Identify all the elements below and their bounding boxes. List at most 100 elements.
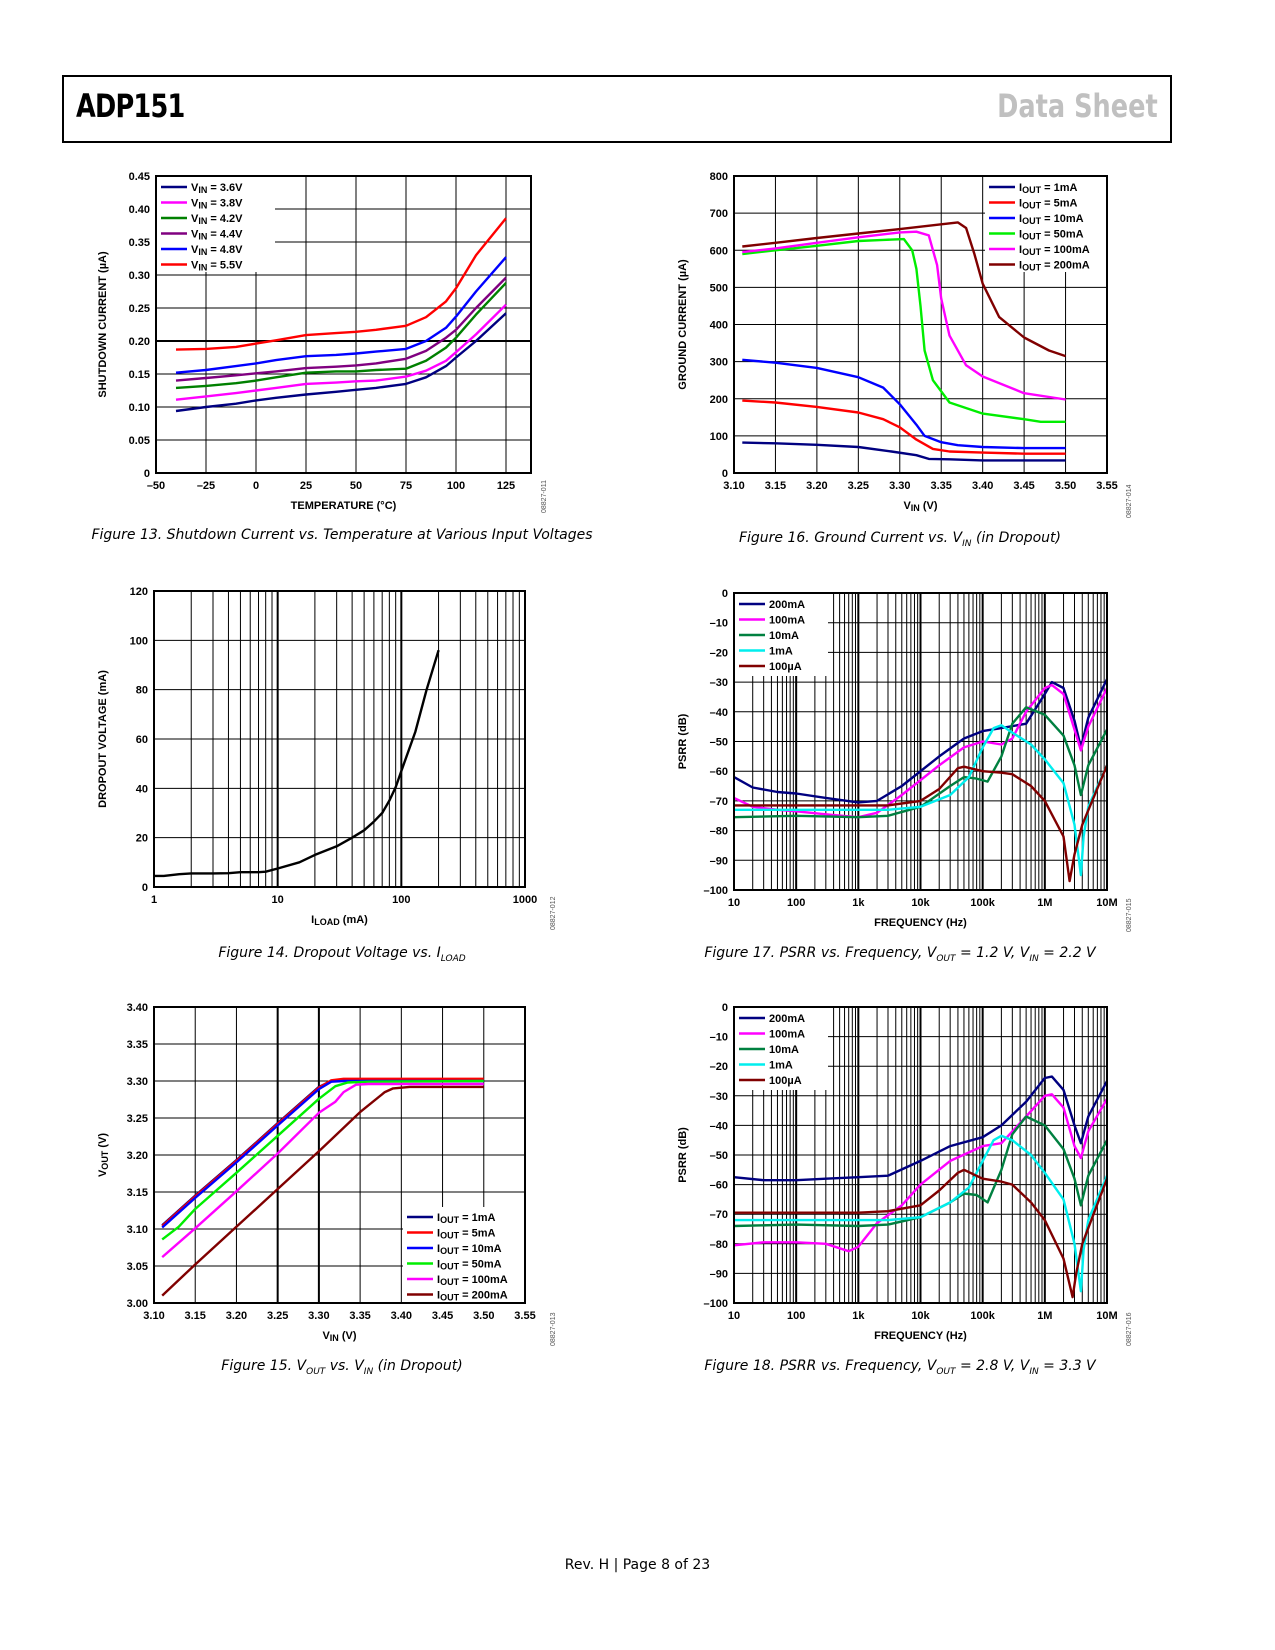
text-run: I [437, 1259, 440, 1271]
y-tick-label: 0.45 [129, 171, 150, 183]
x-axis-label: VIN (V) [903, 500, 937, 513]
text-run: = 100mA [1041, 244, 1090, 256]
figure-15-caption: Figure 15. VOUT vs. VIN (in Dropout) [62, 1358, 622, 1377]
series-line [161, 1078, 484, 1227]
y-tick-label: –70 [710, 796, 728, 808]
x-tick-label: 3.40 [972, 480, 993, 492]
plot-frame [733, 175, 1108, 474]
text-run: = 4.2V [207, 213, 243, 225]
x-tick-label: 3.35 [349, 1310, 370, 1322]
x-tick-label: 10 [728, 897, 740, 909]
subscript: IN [198, 216, 207, 226]
text-run: (V) [339, 1330, 357, 1342]
x-axis-label: FREQUENCY (Hz) [874, 1330, 967, 1342]
x-tick-label: –25 [197, 480, 215, 492]
y-tick-label: 20 [136, 833, 148, 845]
x-tick-label: 3.50 [1055, 480, 1076, 492]
text-run: = 1mA [459, 1212, 495, 1224]
legend-background [157, 177, 275, 272]
series-line [733, 1075, 1109, 1182]
y-tick-label: 0.40 [129, 204, 150, 216]
x-tick-label: 3.35 [931, 480, 952, 492]
y-tick-label: 3.40 [127, 1002, 148, 1014]
y-tick-label: 120 [130, 586, 148, 598]
caption-text: = 2.2 V [1038, 945, 1096, 961]
subscript: IN [330, 1333, 339, 1343]
x-tick-label: 1000 [513, 894, 537, 906]
text-run: I [1019, 198, 1022, 210]
series-line [734, 1134, 1109, 1293]
figure-16-code: 08827-014 [1126, 484, 1133, 518]
caption-text: vs. V [325, 1358, 364, 1374]
plot-frame [153, 1006, 526, 1304]
x-tick-label: 1M [1037, 897, 1052, 909]
series-line [742, 399, 1066, 455]
y-tick-label: 0.35 [129, 237, 150, 249]
legend-label: VIN = 4.8V [191, 244, 243, 257]
x-tick-label: 3.45 [1013, 480, 1034, 492]
chart-fig14: 1 10 100 1000 0 20 40 60 80 100 120 ILOAD (mA) DROPO… [97, 586, 537, 927]
legend-label: IOUT = 10mA [437, 1243, 502, 1256]
x-tick-label: 100 [787, 1310, 805, 1322]
x-tick-label: 1 [151, 894, 157, 906]
legend-label: IOUT = 1mA [1019, 182, 1077, 195]
y-tick-label: –60 [710, 766, 728, 778]
y-axis-label: PSRR (dB) [677, 1127, 689, 1183]
y-tick-label: –40 [710, 1120, 728, 1132]
legend-label: 200mA [769, 599, 805, 611]
series-line [742, 230, 1066, 401]
x-tick-label: 10 [728, 1310, 740, 1322]
text-run: V [97, 1169, 109, 1177]
x-tick-label: 10M [1096, 1310, 1117, 1322]
text-run: = 5.5V [207, 260, 243, 272]
text-run: = 5mA [459, 1228, 495, 1240]
legend-label: IOUT = 5mA [1019, 198, 1077, 211]
x-tick-label: 10 [272, 894, 284, 906]
series-line [175, 256, 507, 374]
figure-18-caption: Figure 18. PSRR vs. Frequency, VOUT = 2.… [640, 1358, 1160, 1377]
x-tick-label: 100k [970, 897, 995, 909]
x-tick-label: 100 [392, 894, 410, 906]
legend-background [985, 177, 1107, 272]
x-tick-label: 75 [400, 480, 412, 492]
y-tick-label: 0 [722, 468, 728, 480]
x-tick-label: 25 [300, 480, 312, 492]
text-run: I [1019, 260, 1022, 272]
series-line [742, 358, 1066, 450]
y-tick-label: 500 [710, 282, 728, 294]
caption-subscript: IN [1029, 1366, 1039, 1377]
text-run: = 200mA [459, 1290, 508, 1302]
x-axis-label: ILOAD (mA) [311, 914, 368, 927]
text-run: V [322, 1330, 330, 1342]
subscript: OUT [1022, 185, 1042, 195]
legend-label: IOUT = 1mA [437, 1212, 495, 1225]
x-tick-label: 1M [1037, 1310, 1052, 1322]
text-run: I [1019, 229, 1022, 241]
subscript: IN [911, 503, 920, 513]
x-tick-label: 1k [852, 897, 865, 909]
text-run: = 10mA [1041, 213, 1084, 225]
y-tick-label: 3.20 [127, 1150, 148, 1162]
x-tick-label: 3.45 [432, 1310, 453, 1322]
text-run: = 4.4V [207, 229, 243, 241]
x-tick-label: 1k [852, 1310, 865, 1322]
text-run: I [1019, 182, 1022, 194]
x-tick-label: 3.25 [267, 1310, 288, 1322]
caption-text: Figure 17. PSRR vs. Frequency, V [704, 945, 937, 961]
caption-text: = 3.3 V [1038, 1358, 1096, 1374]
caption-subscript: IN [363, 1366, 374, 1377]
x-tick-label: 3.10 [143, 1310, 164, 1322]
y-tick-label: 0.25 [129, 303, 150, 315]
text-run: I [437, 1212, 440, 1224]
gridlines [153, 590, 525, 888]
plot-frame [153, 590, 526, 888]
x-tick-label: 100 [447, 480, 465, 492]
y-tick-label: –10 [710, 1032, 728, 1044]
page-header: ADP151 Data Sheet [62, 75, 1172, 143]
y-axis-label: PSRR (dB) [677, 713, 689, 769]
y-tick-label: 300 [710, 357, 728, 369]
figure-17-caption: Figure 17. PSRR vs. Frequency, VOUT = 1.… [640, 945, 1160, 964]
legend-label: IOUT = 200mA [1019, 260, 1090, 273]
figure-17-code: 08827-015 [1126, 898, 1133, 932]
